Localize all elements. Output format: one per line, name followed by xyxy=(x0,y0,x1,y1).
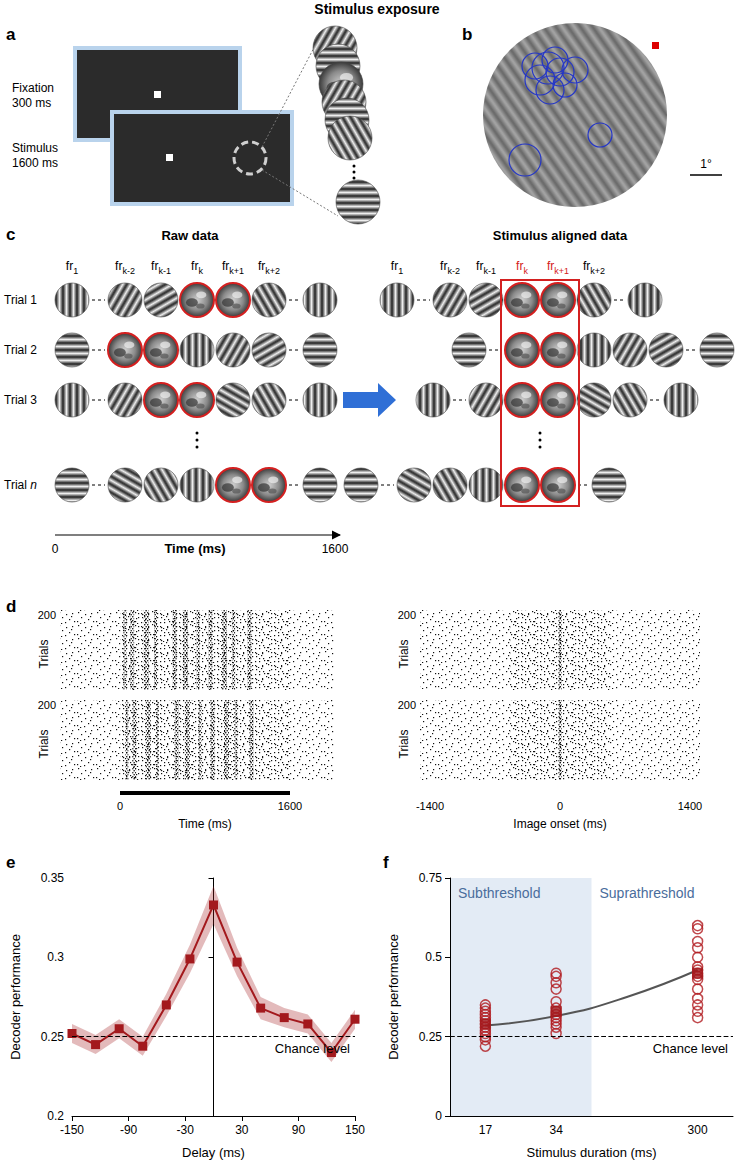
svg-text:frk-2: frk-2 xyxy=(440,259,460,276)
svg-text:-150: -150 xyxy=(60,1123,84,1137)
svg-text:fr1: fr1 xyxy=(391,259,403,276)
svg-text:e: e xyxy=(6,853,15,872)
svg-text:frk+1: frk+1 xyxy=(547,259,569,276)
svg-text:1600: 1600 xyxy=(322,542,349,556)
svg-text:1400: 1400 xyxy=(678,800,702,812)
svg-text:frk-2: frk-2 xyxy=(115,259,135,276)
svg-text:f: f xyxy=(383,853,389,872)
svg-text:0.35: 0.35 xyxy=(41,871,65,885)
svg-text:-1400: -1400 xyxy=(416,800,444,812)
svg-text:Decoder performance: Decoder performance xyxy=(8,934,23,1060)
svg-text:0: 0 xyxy=(435,1109,442,1123)
svg-text:Stimulus duration (ms): Stimulus duration (ms) xyxy=(526,1145,656,1160)
svg-text:0.25: 0.25 xyxy=(419,1030,443,1044)
svg-text:Time (ms): Time (ms) xyxy=(164,541,225,556)
svg-text:Suprathreshold: Suprathreshold xyxy=(600,885,695,901)
svg-text:0.3: 0.3 xyxy=(47,950,64,964)
svg-text:Stimulus exposure: Stimulus exposure xyxy=(314,1,439,17)
svg-text:Subthreshold: Subthreshold xyxy=(458,885,541,901)
svg-text:fr1: fr1 xyxy=(66,259,78,276)
svg-text:Delay (ms): Delay (ms) xyxy=(182,1145,245,1160)
svg-text:Image onset (ms): Image onset (ms) xyxy=(513,817,606,831)
svg-text:Time (ms): Time (ms) xyxy=(178,817,232,831)
svg-text:300: 300 xyxy=(688,1123,708,1137)
svg-text:90: 90 xyxy=(292,1123,306,1137)
svg-text:200: 200 xyxy=(38,609,56,621)
svg-text:Fixation: Fixation xyxy=(12,81,54,95)
svg-text:17: 17 xyxy=(479,1123,493,1137)
svg-text:1600 ms: 1600 ms xyxy=(12,156,58,170)
svg-text:frk: frk xyxy=(191,259,203,276)
svg-text:0: 0 xyxy=(117,800,123,812)
svg-text:frk-1: frk-1 xyxy=(476,259,496,276)
svg-text:frk+2: frk+2 xyxy=(583,259,605,276)
svg-text:0.25: 0.25 xyxy=(41,1030,65,1044)
svg-text:a: a xyxy=(6,25,16,44)
svg-text:Trial 3: Trial 3 xyxy=(4,393,37,407)
svg-text:34: 34 xyxy=(549,1123,563,1137)
svg-text:-90: -90 xyxy=(120,1123,138,1137)
svg-text:0.75: 0.75 xyxy=(419,871,443,885)
svg-text:Trial 1: Trial 1 xyxy=(4,293,37,307)
svg-text:c: c xyxy=(6,225,15,244)
svg-text:Chance level: Chance level xyxy=(653,1041,728,1056)
svg-text:frk+2: frk+2 xyxy=(258,259,280,276)
svg-text:Trial n: Trial n xyxy=(4,478,37,492)
svg-text:1600: 1600 xyxy=(278,800,302,812)
svg-text:200: 200 xyxy=(398,609,416,621)
svg-text:Trials: Trials xyxy=(37,730,51,759)
svg-text:0.2: 0.2 xyxy=(47,1109,64,1123)
svg-text:-30: -30 xyxy=(177,1123,195,1137)
svg-text:b: b xyxy=(462,25,472,44)
svg-text:Trials: Trials xyxy=(397,730,411,759)
svg-text:0: 0 xyxy=(52,542,59,556)
svg-text:200: 200 xyxy=(38,699,56,711)
svg-text:frk+1: frk+1 xyxy=(222,259,244,276)
svg-text:Raw data: Raw data xyxy=(161,228,219,243)
svg-text:30: 30 xyxy=(235,1123,249,1137)
svg-text:1°: 1° xyxy=(700,157,712,171)
svg-text:Decoder performance: Decoder performance xyxy=(386,934,401,1060)
svg-text:Trials: Trials xyxy=(397,640,411,669)
svg-text:200: 200 xyxy=(398,699,416,711)
svg-text:frk: frk xyxy=(516,259,528,276)
svg-text:0.5: 0.5 xyxy=(425,950,442,964)
svg-text:d: d xyxy=(6,597,16,616)
svg-text:300 ms: 300 ms xyxy=(12,96,51,110)
svg-text:frk-1: frk-1 xyxy=(151,259,171,276)
svg-text:150: 150 xyxy=(345,1123,365,1137)
svg-text:Stimulus aligned data: Stimulus aligned data xyxy=(493,228,628,243)
svg-text:Stimulus: Stimulus xyxy=(12,141,58,155)
svg-text:Trial 2: Trial 2 xyxy=(4,343,37,357)
svg-text:Chance level: Chance level xyxy=(275,1041,350,1056)
svg-text:Trials: Trials xyxy=(37,640,51,669)
svg-text:0: 0 xyxy=(557,800,563,812)
